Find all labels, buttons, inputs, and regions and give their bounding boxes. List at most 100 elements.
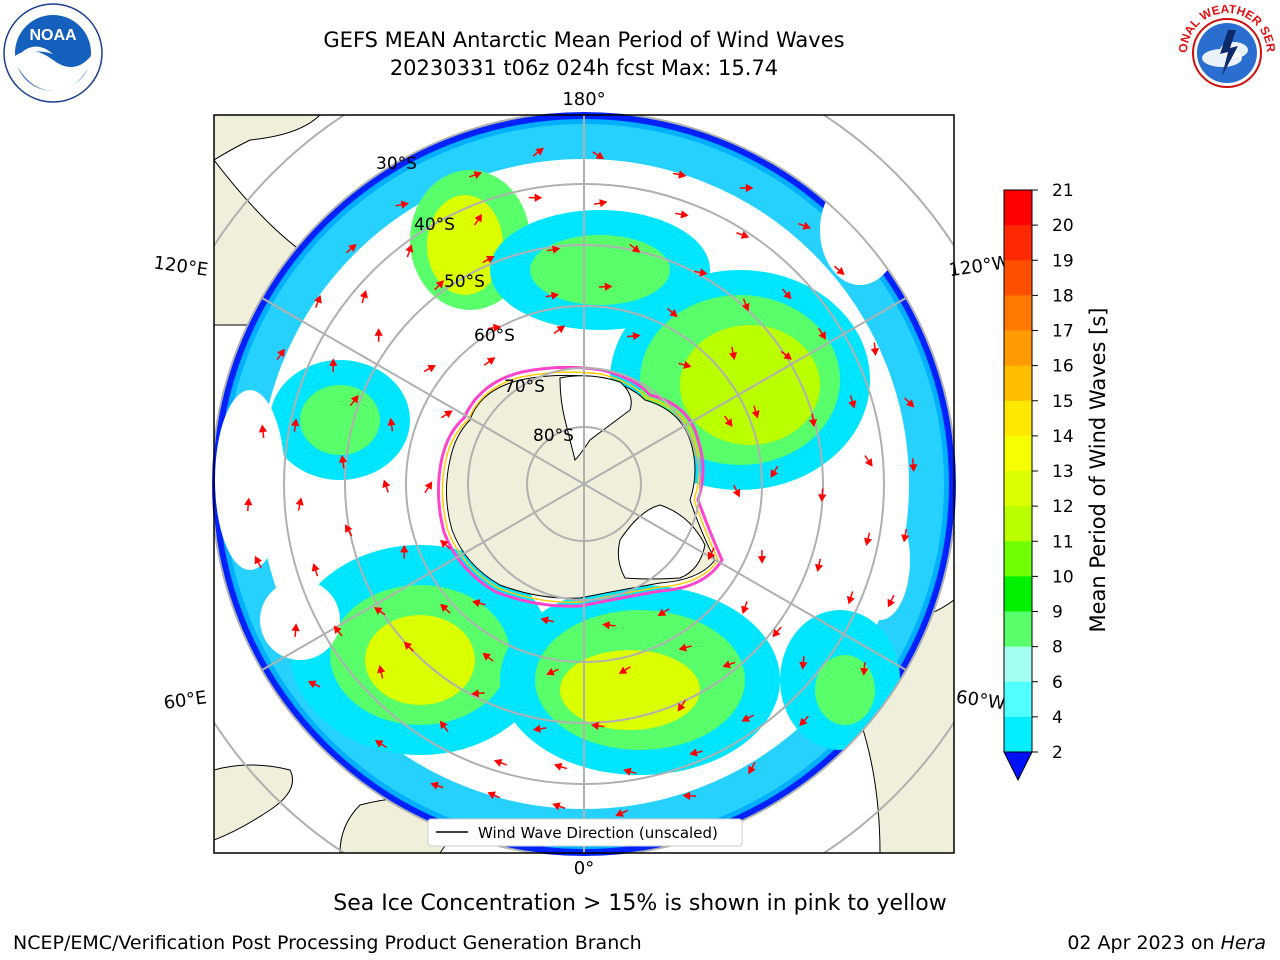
wave-direction-arrowhead (848, 400, 857, 409)
wave-direction-arrowhead (808, 419, 818, 428)
wave-direction-arrowhead (329, 358, 338, 366)
wave-direction-arrowhead (427, 364, 437, 373)
colorbar-tick-label: 21 (1052, 181, 1074, 201)
wave-direction-arrowhead (772, 628, 781, 638)
colorbar-label: Mean Period of Wind Waves [s] (1086, 307, 1110, 633)
wave-direction-arrowhead (783, 290, 792, 300)
wave-direction-arrowhead (748, 765, 756, 775)
wave-direction-arrowhead (595, 151, 605, 160)
wave-direction-arrowhead (382, 479, 391, 489)
wave-direction-arrowhead (604, 282, 613, 291)
chart-title: GEFS MEAN Antarctic Mean Period of Wind … (323, 28, 845, 52)
colorbar-segment (1004, 506, 1032, 542)
wind-wave-arrows (244, 147, 918, 817)
wave-direction-arrowhead (277, 348, 285, 358)
wave-direction-arrowhead (802, 221, 811, 230)
lat-label-40s: 40°S (414, 215, 455, 235)
wave-direction-arrowhead (295, 497, 304, 506)
wave-direction-arrowhead (860, 667, 869, 676)
colorbar-tick-label: 15 (1052, 392, 1074, 412)
wave-direction-arrowhead (724, 418, 733, 427)
wave-direction-arrowhead (307, 680, 317, 689)
wave-direction-arrowhead (846, 595, 855, 605)
colorbar-tick-label: 17 (1052, 322, 1074, 342)
colorbar-segment (1004, 365, 1032, 402)
wave-direction-arrowhead (818, 331, 826, 340)
wave-direction-arrowhead (909, 464, 918, 472)
wave-direction-arrowhead (338, 454, 348, 464)
wave-direction-arrowhead (430, 781, 439, 790)
wave-direction-arrowhead (887, 598, 895, 608)
colorbar-tick-label: 6 (1052, 673, 1063, 693)
wave-direction-arrowhead (732, 488, 741, 498)
lat-label-70s: 70°S (504, 377, 545, 397)
wave-direction-arrowhead (677, 702, 686, 712)
colorbar: 21 20 19 18 17 16 15 14 13 12 11 10 9 8 6 4 2 (1003, 181, 1074, 782)
colorbar-segment (1004, 646, 1032, 683)
wave-direction-arrowhead (864, 537, 873, 546)
footer-host: Hera (1220, 932, 1266, 954)
colorbar-tick-label: 20 (1052, 216, 1074, 236)
colorbar-segment (1004, 541, 1032, 577)
map-legend: Wind Wave Direction (unscaled) (427, 818, 743, 847)
land-africa (214, 764, 293, 841)
wave-direction-arrowhead (439, 720, 448, 730)
wave-direction-arrowhead (657, 608, 667, 617)
wave-direction-arrowhead (444, 410, 453, 419)
wave-direction-arrowhead (815, 563, 824, 573)
wave-direction-arrowhead (333, 625, 342, 634)
wave-direction-arrowhead (741, 302, 750, 312)
wave-direction-arrowhead (311, 563, 320, 572)
lon-label-120w: 120°W (947, 252, 1011, 281)
wave-direction-arrowhead (534, 193, 543, 202)
colorbar-tick-label: 16 (1052, 357, 1074, 377)
wave-direction-arrowhead (678, 170, 687, 179)
colorbar-tick-label: 8 (1052, 638, 1063, 658)
wave-direction-arrowhead (870, 348, 880, 356)
wave-direction-arrowhead (669, 309, 678, 318)
wave-direction-arrowhead (348, 243, 357, 253)
wave-direction-arrowhead (258, 424, 268, 433)
wave-direction-arrowhead (546, 667, 555, 676)
wave-direction-arrowhead (864, 458, 873, 467)
wave-direction-arrowhead (244, 497, 253, 506)
wave-direction-arrowhead (818, 494, 827, 502)
lon-label-120e: 120°E (152, 252, 209, 280)
wave-direction-arrowhead (374, 328, 383, 336)
wave-direction-arrowhead (682, 791, 691, 800)
lat-label-80s: 80°S (533, 426, 574, 446)
wave-direction-arrowhead (680, 210, 689, 219)
wave-direction-arrowhead (435, 280, 445, 289)
wave-direction-arrowhead (474, 213, 483, 223)
wave-direction-arrowhead (699, 268, 708, 277)
wave-direction-arrowhead (472, 599, 481, 608)
wave-direction-arrowhead (741, 714, 751, 722)
wave-direction-arrowhead (757, 556, 767, 564)
weddell-sea-ice (617, 504, 706, 580)
wave-direction-arrowhead (493, 758, 503, 767)
wave-direction-arrowhead (440, 603, 449, 612)
wave-direction-arrowhead (599, 199, 608, 208)
colorbar-segment (1004, 225, 1032, 261)
wave-direction-arrowhead (836, 266, 845, 276)
wave-direction-arrowhead (740, 230, 750, 239)
colorbar-segment (1004, 330, 1032, 367)
noaa-logo-text: NOAA (29, 27, 77, 44)
lon-label-180: 180° (562, 89, 605, 110)
wave-direction-arrowhead (482, 652, 491, 661)
wave-direction-arrowhead (373, 607, 383, 615)
wave-direction-arrowhead (553, 762, 563, 771)
wave-direction-arrowhead (374, 740, 384, 748)
wave-direction-arrowhead (618, 666, 628, 675)
wave-direction-arrowhead (532, 724, 541, 733)
wave-direction-arrowhead (615, 809, 624, 817)
wave-direction-arrowhead (741, 605, 749, 615)
wave-direction-arrowhead (400, 544, 409, 553)
wave-direction-arrowhead (556, 325, 566, 334)
colorbar-tick-label: 10 (1052, 567, 1074, 587)
noaa-logo: NOAA (3, 3, 103, 103)
wave-direction-arrowhead (707, 551, 716, 561)
wave-direction-arrowhead (623, 767, 632, 776)
colorbar-segment (1004, 435, 1032, 472)
